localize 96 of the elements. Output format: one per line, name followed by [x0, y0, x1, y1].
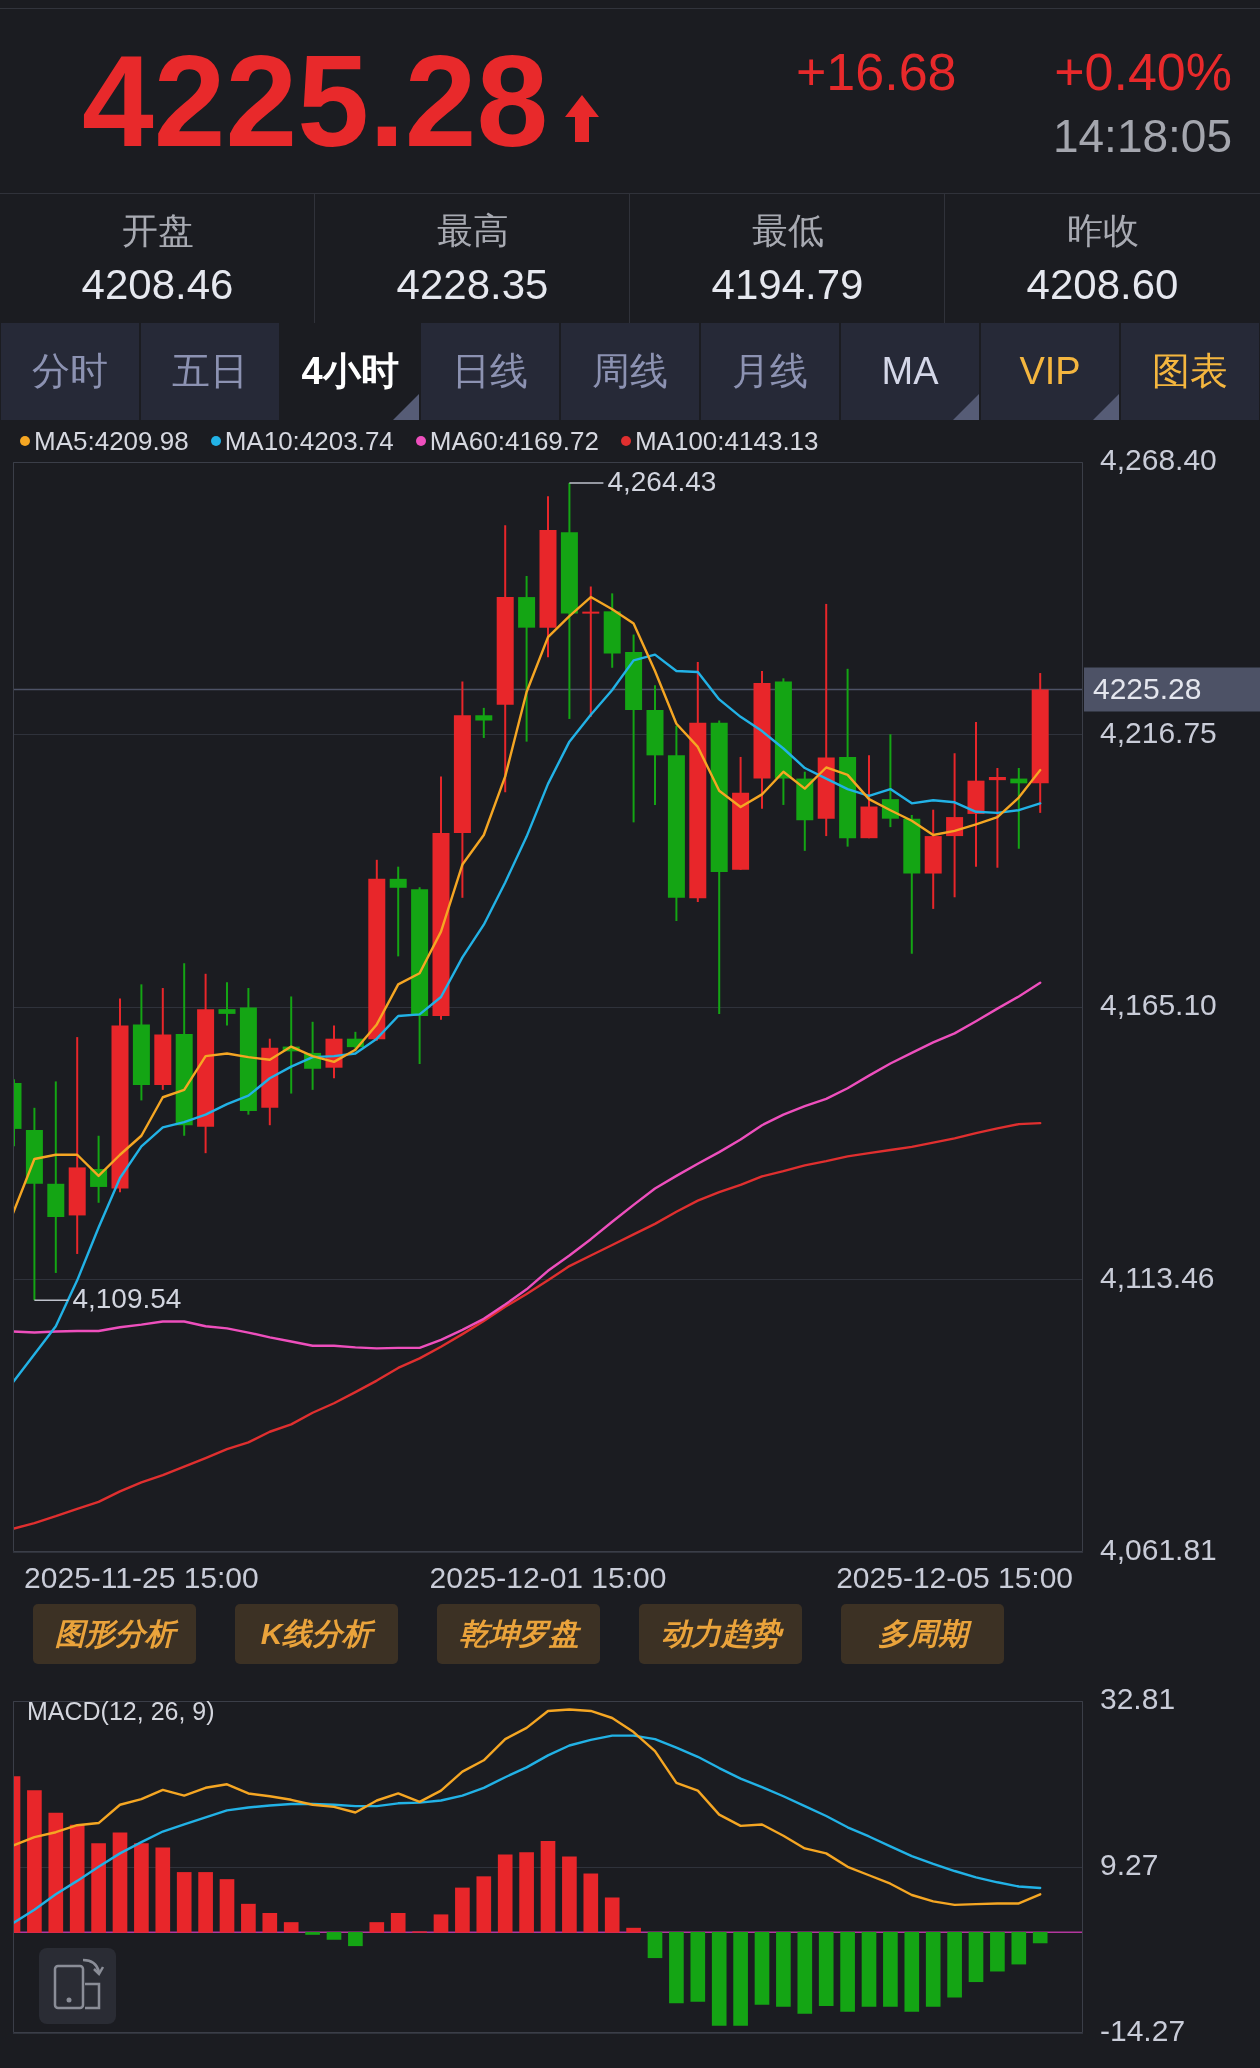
y-tick-label: 4,165.10	[1100, 988, 1217, 1022]
tab[interactable]: VIP	[981, 323, 1119, 420]
chart-title: MACD(12, 26, 9)	[27, 1697, 215, 1725]
bar	[369, 1922, 385, 1933]
bar	[754, 1932, 770, 2005]
bar	[305, 1932, 320, 1935]
x-tick-label: 2025-12-01 15:00	[429, 1561, 667, 1595]
tab[interactable]: 月线	[701, 323, 839, 420]
bar	[155, 1847, 171, 1933]
legend-label: MA5:4209.98	[34, 426, 189, 456]
bar	[48, 1812, 64, 1933]
bar	[690, 1932, 706, 2002]
tab[interactable]: 日线	[421, 323, 559, 420]
bar	[797, 1932, 813, 2014]
y-tick-label: -14.27	[1100, 2014, 1186, 2048]
bar	[91, 1843, 106, 1933]
text: 4228.35	[396, 261, 549, 308]
bar	[711, 1932, 727, 2026]
bar	[241, 1903, 256, 1933]
annotation: 4,264.43	[607, 465, 717, 497]
bar	[176, 1872, 192, 1933]
text: 最低	[751, 210, 824, 251]
legend-label: MA60:4169.72	[429, 426, 599, 456]
candlestick	[582, 585, 600, 718]
bar	[883, 1932, 898, 2007]
tab[interactable]: 分时	[1, 323, 139, 420]
bar	[262, 1913, 278, 1933]
text: 4225.28	[82, 29, 549, 173]
bar	[112, 1832, 128, 1933]
bar	[925, 1932, 941, 2007]
bar	[968, 1932, 984, 1983]
bar	[283, 1922, 299, 1933]
bar	[455, 1887, 470, 1933]
bar	[776, 1932, 791, 2007]
bar	[519, 1852, 534, 1933]
y-tick-label: 4,268.40	[1100, 443, 1217, 477]
text: 最高	[436, 210, 509, 251]
bar	[134, 1843, 149, 1933]
text: 开盘	[121, 210, 194, 251]
tab[interactable]: 周线	[561, 323, 699, 420]
bar	[540, 1841, 556, 1933]
ref-line-label: 4225.28	[1093, 671, 1202, 705]
bar	[27, 1790, 42, 1933]
bar	[604, 1897, 620, 1933]
bar	[647, 1932, 663, 1959]
tab[interactable]: MA	[841, 323, 979, 420]
candlestick	[218, 981, 236, 1027]
button[interactable]: K线分析	[235, 1604, 398, 1664]
bar	[497, 1854, 513, 1933]
legend-label: MA100:4143.13	[634, 426, 819, 456]
y-tick-label: 32.81	[1100, 1682, 1176, 1716]
text: +16.68	[796, 43, 957, 101]
bar	[669, 1932, 684, 2004]
candlestick	[389, 865, 407, 958]
x-tick-label: 2025-11-25 15:00	[24, 1561, 259, 1595]
bar	[326, 1932, 342, 1940]
y-tick-label: 4,061.81	[1100, 1533, 1217, 1567]
text: 14:18:05	[1052, 110, 1232, 162]
y-tick-label: 4,216.75	[1100, 715, 1217, 749]
text: 4194.79	[711, 261, 864, 308]
bar	[947, 1932, 962, 1998]
bar	[840, 1932, 855, 2012]
legend-label: MA10:4203.74	[224, 426, 394, 456]
bar	[69, 1824, 85, 1933]
bar	[1011, 1932, 1027, 1965]
text: 4208.60	[1026, 261, 1179, 308]
button[interactable]: 动力趋势	[639, 1604, 802, 1664]
bar	[433, 1914, 449, 1933]
bar	[990, 1932, 1005, 1972]
annotation: 4,109.54	[72, 1282, 182, 1314]
bar	[626, 1927, 641, 1933]
button[interactable]: 多周期	[841, 1604, 1004, 1664]
text: 昨收	[1066, 210, 1139, 251]
bar	[904, 1932, 920, 2012]
bar	[390, 1913, 406, 1933]
bar	[562, 1856, 577, 1933]
text: +0.40%	[1054, 43, 1232, 101]
bar	[818, 1932, 834, 2007]
y-tick-label: 4,113.46	[1100, 1260, 1215, 1294]
candlestick	[475, 706, 493, 739]
bar	[733, 1932, 748, 2026]
button[interactable]: 乾坤罗盘	[437, 1604, 600, 1664]
candlestick	[988, 767, 1006, 869]
text: 4208.46	[81, 261, 234, 308]
button[interactable]: 图形分析	[33, 1604, 196, 1664]
tab[interactable]: 五日	[141, 323, 279, 420]
bar	[583, 1873, 599, 1933]
bar	[1032, 1932, 1048, 1944]
x-tick-label: 2025-12-05 15:00	[836, 1561, 1074, 1595]
bar	[861, 1932, 877, 2007]
bar	[476, 1876, 492, 1933]
bar	[219, 1879, 235, 1933]
y-tick-label: 9.27	[1100, 1848, 1159, 1882]
bar	[348, 1932, 363, 1947]
bar	[198, 1872, 213, 1933]
tab[interactable]: 图表	[1121, 323, 1259, 420]
